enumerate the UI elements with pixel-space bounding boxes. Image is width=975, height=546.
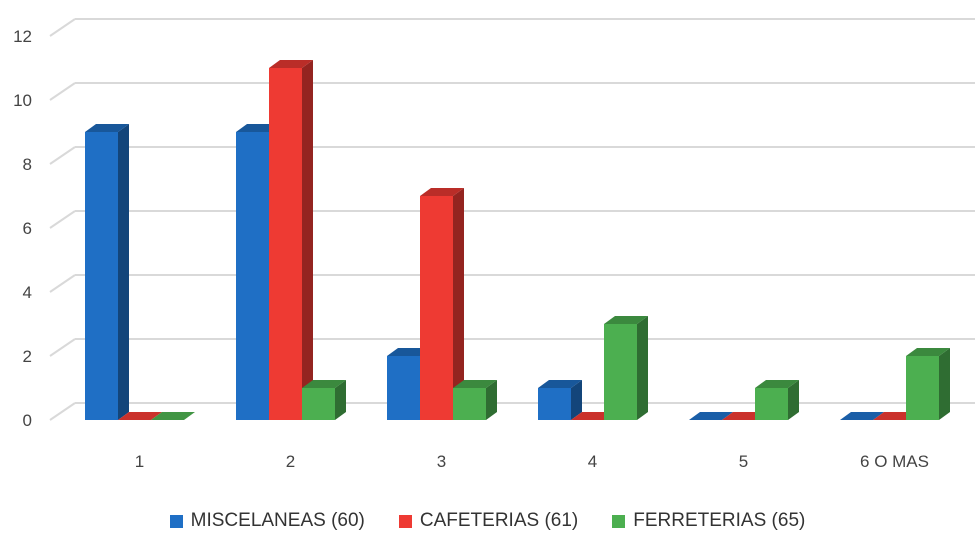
bar-top bbox=[906, 348, 950, 356]
bar-top bbox=[420, 188, 464, 196]
y-tick-label: 4 bbox=[23, 283, 32, 302]
bar-front bbox=[269, 68, 302, 420]
x-tick-label: 5 bbox=[739, 452, 748, 471]
bar-side bbox=[302, 60, 313, 420]
bar-front bbox=[906, 356, 939, 420]
bar-front bbox=[420, 196, 453, 420]
gridline-diag bbox=[49, 210, 76, 229]
bar-side bbox=[571, 380, 582, 420]
bar bbox=[269, 60, 313, 420]
bar-side bbox=[486, 380, 497, 420]
bar-top bbox=[302, 380, 346, 388]
bar-front bbox=[236, 132, 269, 420]
bar bbox=[755, 380, 799, 420]
legend-swatch-cafeterias bbox=[398, 514, 412, 528]
legend-swatch-ferreterias bbox=[612, 514, 626, 528]
y-tick-label: 8 bbox=[23, 155, 32, 174]
bar-side bbox=[939, 348, 950, 420]
bar-side bbox=[453, 188, 464, 420]
bar-zero bbox=[840, 412, 884, 420]
bar-side bbox=[637, 316, 648, 420]
bars bbox=[85, 60, 950, 420]
legend-item-miscelaneas: MISCELANEAS (60) bbox=[169, 510, 365, 532]
y-axis-ticks: 0 2 4 6 8 10 12 bbox=[13, 27, 32, 430]
legend-label-miscelaneas: MISCELANEAS (60) bbox=[190, 510, 365, 531]
bar bbox=[689, 412, 733, 420]
legend-label-ferreterias: FERRETERIAS (65) bbox=[633, 510, 806, 531]
y-tick-label: 0 bbox=[23, 411, 32, 430]
bar-top bbox=[85, 124, 129, 132]
bar-top bbox=[538, 380, 582, 388]
gridline-diag bbox=[49, 274, 76, 293]
gridline-diag bbox=[49, 146, 76, 165]
bar bbox=[840, 412, 884, 420]
bar bbox=[453, 380, 497, 420]
bar bbox=[85, 124, 129, 420]
gridline-diag bbox=[49, 402, 76, 421]
y-tick-label: 10 bbox=[13, 91, 32, 110]
bar-top bbox=[269, 60, 313, 68]
x-tick-label: 2 bbox=[286, 452, 295, 471]
gridline-diag bbox=[49, 82, 76, 101]
legend-item-ferreterias: FERRETERIAS (65) bbox=[612, 510, 805, 532]
bar-front bbox=[755, 388, 788, 420]
y-tick-label: 2 bbox=[23, 347, 32, 366]
legend: MISCELANEAS (60) CAFETERIAS (61) FERRETE… bbox=[0, 510, 975, 532]
grid-lines bbox=[49, 18, 975, 421]
x-tick-label: 4 bbox=[588, 452, 597, 471]
x-tick-label: 1 bbox=[135, 452, 144, 471]
bar-front bbox=[538, 388, 571, 420]
y-tick-label: 12 bbox=[13, 27, 32, 46]
bar-front bbox=[302, 388, 335, 420]
bar bbox=[906, 348, 950, 420]
bar-top bbox=[604, 316, 648, 324]
bar bbox=[604, 316, 648, 420]
bar bbox=[420, 188, 464, 420]
bar-top bbox=[453, 380, 497, 388]
gridline-diag bbox=[49, 338, 76, 357]
gridline-diag bbox=[49, 18, 76, 37]
legend-swatch-miscelaneas bbox=[169, 514, 183, 528]
y-tick-label: 6 bbox=[23, 219, 32, 238]
bar bbox=[151, 412, 195, 420]
bar bbox=[302, 380, 346, 420]
bar-front bbox=[453, 388, 486, 420]
bar bbox=[118, 412, 162, 420]
bar-side bbox=[118, 124, 129, 420]
x-tick-label: 6 O MAS bbox=[860, 452, 929, 471]
bar-front bbox=[604, 324, 637, 420]
bar-front bbox=[85, 132, 118, 420]
bar-front bbox=[387, 356, 420, 420]
bar bbox=[538, 380, 582, 420]
bar-side bbox=[335, 380, 346, 420]
bar-zero bbox=[151, 412, 195, 420]
bar-zero bbox=[689, 412, 733, 420]
legend-item-cafeterias: CAFETERIAS (61) bbox=[398, 510, 579, 532]
x-axis-ticks: 1 2 3 4 5 6 O MAS bbox=[135, 452, 929, 471]
legend-label-cafeterias: CAFETERIAS (61) bbox=[419, 510, 579, 531]
bar-zero bbox=[118, 412, 162, 420]
bar-top bbox=[755, 380, 799, 388]
bar-side bbox=[788, 380, 799, 420]
x-tick-label: 3 bbox=[437, 452, 446, 471]
